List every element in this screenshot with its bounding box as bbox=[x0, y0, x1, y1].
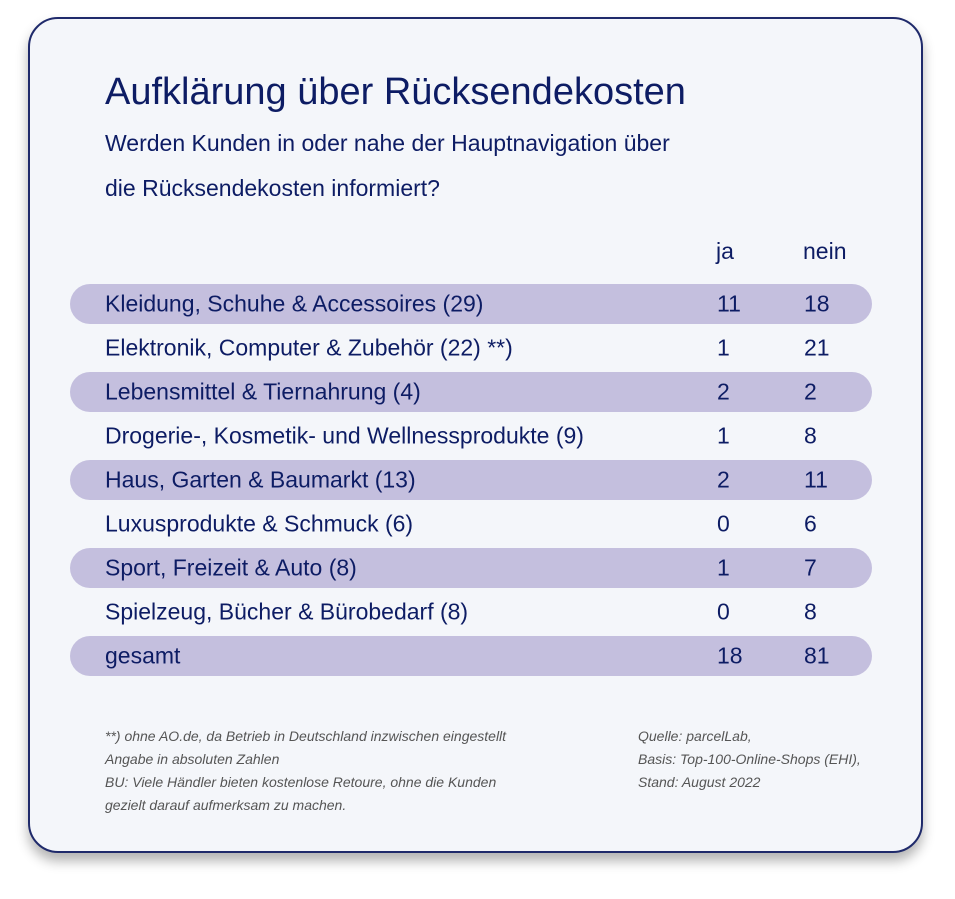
row-value-nein: 7 bbox=[804, 554, 817, 581]
source-line: Quelle: parcelLab, bbox=[638, 728, 752, 744]
row-value-nein: 21 bbox=[804, 334, 830, 361]
row-value-ja: 11 bbox=[717, 290, 741, 317]
table-row: Elektronik, Computer & Zubehör (22) **) 1… bbox=[70, 328, 872, 368]
data-table: Kleidung, Schuhe & Accessoires (29) 11 18 E… bbox=[70, 284, 872, 680]
chart-title: Aufklärung über Rücksendekosten bbox=[105, 71, 686, 113]
footnote-line: BU: Viele Händler bieten kostenlose Reto… bbox=[105, 774, 497, 790]
row-value-nein: 6 bbox=[804, 510, 817, 537]
row-label: gesamt bbox=[105, 642, 181, 669]
row-value-ja: 1 bbox=[717, 554, 730, 581]
row-label: Luxusprodukte & Schmuck (6) bbox=[105, 510, 414, 537]
column-header-ja: ja bbox=[716, 238, 734, 264]
footnotes: **) ohne AO.de, da Betrieb in Deutschlan… bbox=[105, 725, 506, 817]
row-value-ja: 1 bbox=[717, 422, 730, 449]
row-value-ja: 18 bbox=[717, 642, 743, 669]
chart-subtitle-line-2: die Rücksendekosten informiert? bbox=[105, 175, 440, 201]
row-label: Sport, Freizeit & Auto (8) bbox=[105, 554, 357, 581]
row-value-nein: 18 bbox=[804, 290, 830, 317]
table-row: Luxusprodukte & Schmuck (6) 0 6 bbox=[70, 504, 872, 544]
row-value-ja: 1 bbox=[717, 334, 730, 361]
row-value-nein: 81 bbox=[804, 642, 830, 669]
row-value-nein: 8 bbox=[804, 598, 817, 625]
infographic-card: Aufklärung über Rücksendekosten Werden K… bbox=[28, 17, 923, 853]
source-line: Stand: August 2022 bbox=[638, 774, 761, 790]
row-value-ja: 2 bbox=[717, 466, 730, 493]
row-label: Haus, Garten & Baumarkt (13) bbox=[105, 466, 416, 493]
row-value-ja: 2 bbox=[717, 378, 730, 405]
footnote-line: **) ohne AO.de, da Betrieb in Deutschlan… bbox=[105, 728, 507, 744]
row-label: Elektronik, Computer & Zubehör (22) **) bbox=[105, 334, 513, 361]
table-row: Lebensmittel & Tiernahrung (4) 2 2 bbox=[70, 372, 872, 412]
row-value-ja: 0 bbox=[717, 598, 730, 625]
footnote-line: Angabe in absoluten Zahlen bbox=[105, 751, 280, 767]
table-row: Sport, Freizeit & Auto (8) 1 7 bbox=[70, 548, 872, 588]
source-note: Quelle: parcelLab, Basis: Top-100-Online-… bbox=[638, 725, 861, 794]
chart-subtitle-line-1: Werden Kunden in oder nahe der Hauptnavi… bbox=[105, 130, 670, 156]
row-label: Lebensmittel & Tiernahrung (4) bbox=[105, 378, 421, 405]
table-row: gesamt 18 81 bbox=[70, 636, 872, 676]
row-label: Drogerie-, Kosmetik- und Wellnessprodukt… bbox=[105, 422, 584, 449]
footnote-line: gezielt darauf aufmerksam zu machen. bbox=[105, 797, 347, 813]
table-row: Drogerie-, Kosmetik- und Wellnessprodukt… bbox=[70, 416, 872, 456]
table-row: Kleidung, Schuhe & Accessoires (29) 11 18 bbox=[70, 284, 872, 324]
row-value-nein: 11 bbox=[804, 466, 828, 493]
column-header-nein: nein bbox=[803, 238, 847, 264]
row-value-ja: 0 bbox=[717, 510, 730, 537]
source-line: Basis: Top-100-Online-Shops (EHI), bbox=[638, 751, 861, 767]
table-row: Spielzeug, Bücher & Bürobedarf (8) 0 8 bbox=[70, 592, 872, 632]
row-value-nein: 8 bbox=[804, 422, 817, 449]
table-row: Haus, Garten & Baumarkt (13) 2 11 bbox=[70, 460, 872, 500]
row-value-nein: 2 bbox=[804, 378, 817, 405]
row-label: Spielzeug, Bücher & Bürobedarf (8) bbox=[105, 598, 469, 625]
row-label: Kleidung, Schuhe & Accessoires (29) bbox=[105, 290, 484, 317]
